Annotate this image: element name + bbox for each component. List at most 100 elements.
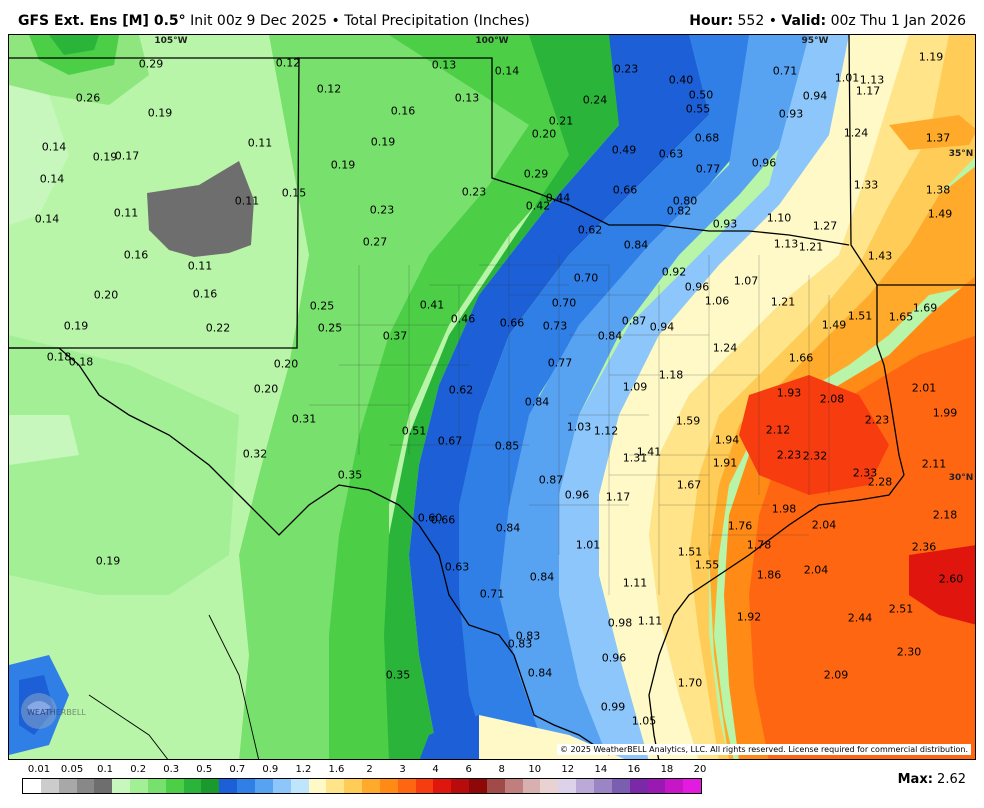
legend-label: 10: [528, 764, 542, 775]
precip-value: 1.78: [746, 538, 772, 552]
precip-value: 0.20: [273, 357, 299, 371]
precip-value: 0.19: [63, 319, 89, 333]
precip-value: 0.83: [507, 637, 533, 651]
precip-value: 0.18: [68, 355, 94, 369]
precip-value: 1.12: [593, 424, 619, 438]
legend-swatch: [362, 779, 380, 793]
precip-value: 0.70: [573, 271, 599, 285]
precip-value: 0.35: [337, 468, 363, 482]
legend-swatch: [379, 779, 398, 793]
precip-value: 0.94: [649, 320, 675, 334]
precip-value: 1.91: [712, 456, 738, 470]
svg-text:WEATHERBELL: WEATHERBELL: [27, 708, 86, 717]
legend-swatch: [433, 779, 452, 793]
precip-value: 2.01: [911, 381, 937, 395]
precip-value: 1.17: [855, 84, 881, 98]
legend-swatch: [522, 779, 541, 793]
legend-swatch: [112, 779, 131, 793]
legend-swatch: [326, 779, 345, 793]
precip-value: 2.23: [864, 413, 890, 427]
precip-value: 0.21: [548, 114, 574, 128]
max-label: Max:: [897, 772, 933, 787]
legend-label: 0.5: [196, 764, 213, 775]
precip-value: 0.84: [524, 395, 550, 409]
legend-swatch: [451, 779, 470, 793]
precip-value: 1.59: [675, 414, 701, 428]
legend-swatch: [290, 779, 309, 793]
precip-value: 1.67: [676, 478, 702, 492]
precip-value: 1.09: [622, 380, 648, 394]
precip-value: 0.12: [316, 82, 342, 96]
precip-value: 0.67: [437, 434, 463, 448]
precip-value: 0.94: [802, 89, 828, 103]
precip-value: 0.15: [281, 186, 307, 200]
precip-value: 2.60: [938, 572, 964, 586]
precip-value: 0.55: [685, 102, 711, 116]
legend-swatch: [540, 779, 559, 793]
precip-value: 0.46: [450, 312, 476, 326]
legend-swatch: [165, 779, 184, 793]
precip-value: 0.84: [529, 570, 555, 584]
precip-value: 0.19: [147, 106, 173, 120]
precip-value: 1.13: [773, 237, 799, 251]
precip-value: 0.83: [515, 629, 541, 643]
legend-label: 0.1: [97, 764, 114, 775]
init-time: Init 00z 9 Dec 2025: [185, 13, 328, 29]
legend-labels: 0.01 0.05 0.1 0.2 0.3 0.5 0.7 0.9 1.2 1.6 2 3 4 6 8 10 1…: [22, 764, 707, 778]
precip-value: 0.99: [600, 700, 626, 714]
precip-value: 0.84: [597, 329, 623, 343]
precip-value: 0.96: [751, 156, 777, 170]
legend-swatch: [629, 779, 648, 793]
legend-label: 8: [498, 764, 505, 775]
precip-value: 1.21: [798, 240, 824, 254]
precip-value: 0.16: [390, 104, 416, 118]
legend-swatch: [254, 779, 273, 793]
max-value: Max: 2.62: [898, 772, 966, 787]
legend-swatch: [183, 779, 202, 793]
precip-value: 0.18: [46, 350, 72, 364]
precip-value: 0.84: [623, 238, 649, 252]
precip-value: 1.05: [631, 714, 657, 728]
legend-swatch: [308, 779, 327, 793]
legend-label: 0.01: [27, 764, 51, 775]
precip-value: 1.33: [853, 178, 879, 192]
precip-value: 1.51: [847, 309, 873, 323]
legend-swatch: [415, 779, 434, 793]
precip-value: 0.80: [672, 194, 698, 208]
lon-105-label: 105°W: [154, 36, 188, 46]
precip-value: 1.10: [766, 211, 792, 225]
legend-swatch: [58, 779, 77, 793]
legend-swatch: [504, 779, 523, 793]
precip-value: 0.66: [499, 316, 525, 330]
copyright-notice: © 2025 WeatherBELL Analytics, LLC. All r…: [557, 744, 971, 755]
precip-value: 1.99: [932, 406, 958, 420]
precip-value: 0.93: [712, 217, 738, 231]
precip-value: 1.06: [704, 294, 730, 308]
precip-value: 0.17: [114, 149, 140, 163]
precip-value: 0.70: [551, 296, 577, 310]
legend-swatch: [683, 779, 702, 793]
precip-value: 2.44: [847, 611, 873, 625]
precip-value: 0.19: [330, 158, 356, 172]
precip-value: 0.77: [695, 162, 721, 176]
precip-value: 1.03: [566, 420, 592, 434]
legend-label: 0.9: [262, 764, 279, 775]
precip-value: 0.13: [454, 91, 480, 105]
precip-value: 0.73: [542, 319, 568, 333]
precip-value: 0.19: [92, 150, 118, 164]
precip-value: 2.04: [811, 518, 837, 532]
precip-value: 1.65: [888, 310, 914, 324]
legend-label: 1.2: [295, 764, 312, 775]
precip-value: 0.11: [247, 136, 273, 150]
legend-label: 4: [432, 764, 439, 775]
legend-swatch: [611, 779, 630, 793]
precip-value: 1.43: [867, 249, 893, 263]
precip-value: 1.01: [834, 71, 860, 85]
precip-value: 0.12: [275, 56, 301, 70]
precip-value: 0.96: [684, 280, 710, 294]
precip-value: 0.27: [362, 235, 388, 249]
precip-legend: 0.01 0.05 0.1 0.2 0.3 0.5 0.7 0.9 1.2 1.6 2 3 4 6 8 10 1…: [22, 764, 707, 794]
precip-value: 1.86: [756, 568, 782, 582]
legend-label: 0.05: [60, 764, 84, 775]
precip-value: 0.23: [613, 62, 639, 76]
